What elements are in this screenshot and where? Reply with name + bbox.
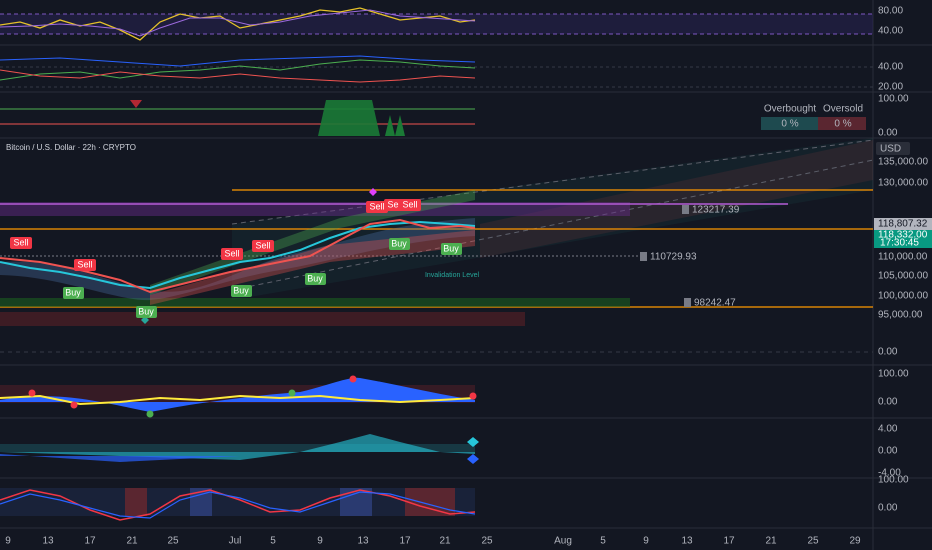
date-label: 21	[439, 536, 451, 547]
symbol-title: Bitcoin / U.S. Dollar · 22h · CRYPTO	[6, 143, 136, 152]
date-label: 9	[317, 536, 323, 547]
date-label: 9	[5, 536, 11, 547]
date-label: 21	[126, 536, 138, 547]
date-label: 17	[399, 536, 411, 547]
date-label: 5	[270, 536, 276, 547]
sell-signal: Sell	[224, 248, 239, 258]
last-price-tag: 118,807.32	[878, 219, 928, 230]
obos-pane: 100.00 0.00 Overbought Oversold 0 % 0 %	[0, 94, 909, 139]
main-pane: Bitcoin / U.S. Dollar · 22h · CRYPTO Inv…	[0, 138, 932, 358]
currency-button[interactable]: USD	[880, 144, 901, 155]
date-label: 13	[357, 536, 369, 547]
date-label: 5	[600, 536, 606, 547]
axis-label: 105,000.00	[878, 271, 928, 282]
date-label: 13	[681, 536, 693, 547]
rsi-pane: 80.00 40.00	[0, 6, 903, 41]
signals: Sell Sell Sell Sell Sell Sell Sell Buy B…	[10, 199, 462, 318]
table-cell	[761, 117, 818, 130]
rsi-band	[0, 14, 873, 34]
date-label: 17	[84, 536, 96, 547]
date-label: 21	[765, 536, 777, 547]
axis-label: 100.00	[878, 369, 909, 380]
rsi-signal	[0, 9, 476, 37]
buy-signal: Buy	[233, 285, 249, 295]
axis-label: 0.00	[878, 347, 898, 358]
date-label: 9	[643, 536, 649, 547]
axis-label: 80.00	[878, 6, 903, 17]
table-header: Overbought	[764, 104, 816, 115]
sell-signal: Sell	[369, 201, 384, 211]
sell-signal: Sell	[402, 199, 417, 209]
date-label: 25	[807, 536, 819, 547]
date-label: 29	[849, 536, 861, 547]
momentum-pane: 4.00 0.00 -4.00	[0, 424, 901, 479]
date-label: Jul	[229, 536, 242, 547]
date-label: 25	[481, 536, 493, 547]
buy-signal: Buy	[65, 287, 81, 297]
axis-label: 110,000.00	[878, 252, 928, 263]
date-axis: 9 13 17 21 25 Jul 5 9 13 17 21 25 Aug 5 9 13 17 21 25 29	[5, 536, 861, 547]
current-price-tag: 118,332.00	[878, 230, 928, 241]
rsi-line	[0, 7, 476, 41]
axis-label: 40.00	[878, 26, 903, 37]
osc-pane: 100.00 0.00	[0, 475, 909, 521]
table-value: 0 %	[781, 119, 798, 130]
axis-label: 0.00	[878, 446, 898, 457]
date-label: 25	[167, 536, 179, 547]
date-label: 17	[723, 536, 735, 547]
table-cell	[818, 117, 866, 130]
axis-label: 100,000.00	[878, 291, 928, 302]
date-label: 13	[42, 536, 54, 547]
axis-label: 40.00	[878, 62, 903, 73]
buy-signal: Buy	[391, 238, 407, 248]
axis-label: 100.00	[878, 475, 909, 486]
table-header: Oversold	[823, 104, 863, 115]
sell-signal: Sell	[13, 237, 28, 247]
wave-pane: 100.00 0.00	[0, 369, 909, 418]
level-label: 98242.47	[694, 298, 736, 309]
buy-signal: Buy	[443, 243, 459, 253]
axis-label: 95,000.00	[878, 310, 923, 321]
axis-label: 4.00	[878, 424, 898, 435]
axis-label: 130,000.00	[878, 178, 928, 189]
axis-label: -4.00	[878, 468, 901, 479]
axis-label: 0.00	[878, 397, 898, 408]
table-value: 0 %	[834, 119, 851, 130]
date-label: Aug	[554, 536, 572, 547]
level-label: 110729.93	[650, 252, 697, 263]
sell-signal: Sell	[255, 240, 270, 250]
countdown: 17:30:45	[880, 238, 919, 249]
axis-label: 20.00	[878, 82, 903, 93]
buy-signal: Buy	[307, 273, 323, 283]
dmi-pane: 40.00 20.00	[0, 55, 903, 93]
buy-signal: Buy	[138, 306, 154, 316]
level-label: 123217.39	[692, 205, 740, 216]
axis-label: 0.00	[878, 503, 898, 514]
axis-label: 100.00	[878, 94, 909, 105]
sell-signal: Sell	[77, 259, 92, 269]
annotation: Invalidation Level	[425, 272, 480, 279]
sell-signal: Sell	[387, 199, 402, 209]
axis-label: 0.00	[878, 128, 898, 139]
axis-label: 135,000.00	[878, 157, 928, 168]
